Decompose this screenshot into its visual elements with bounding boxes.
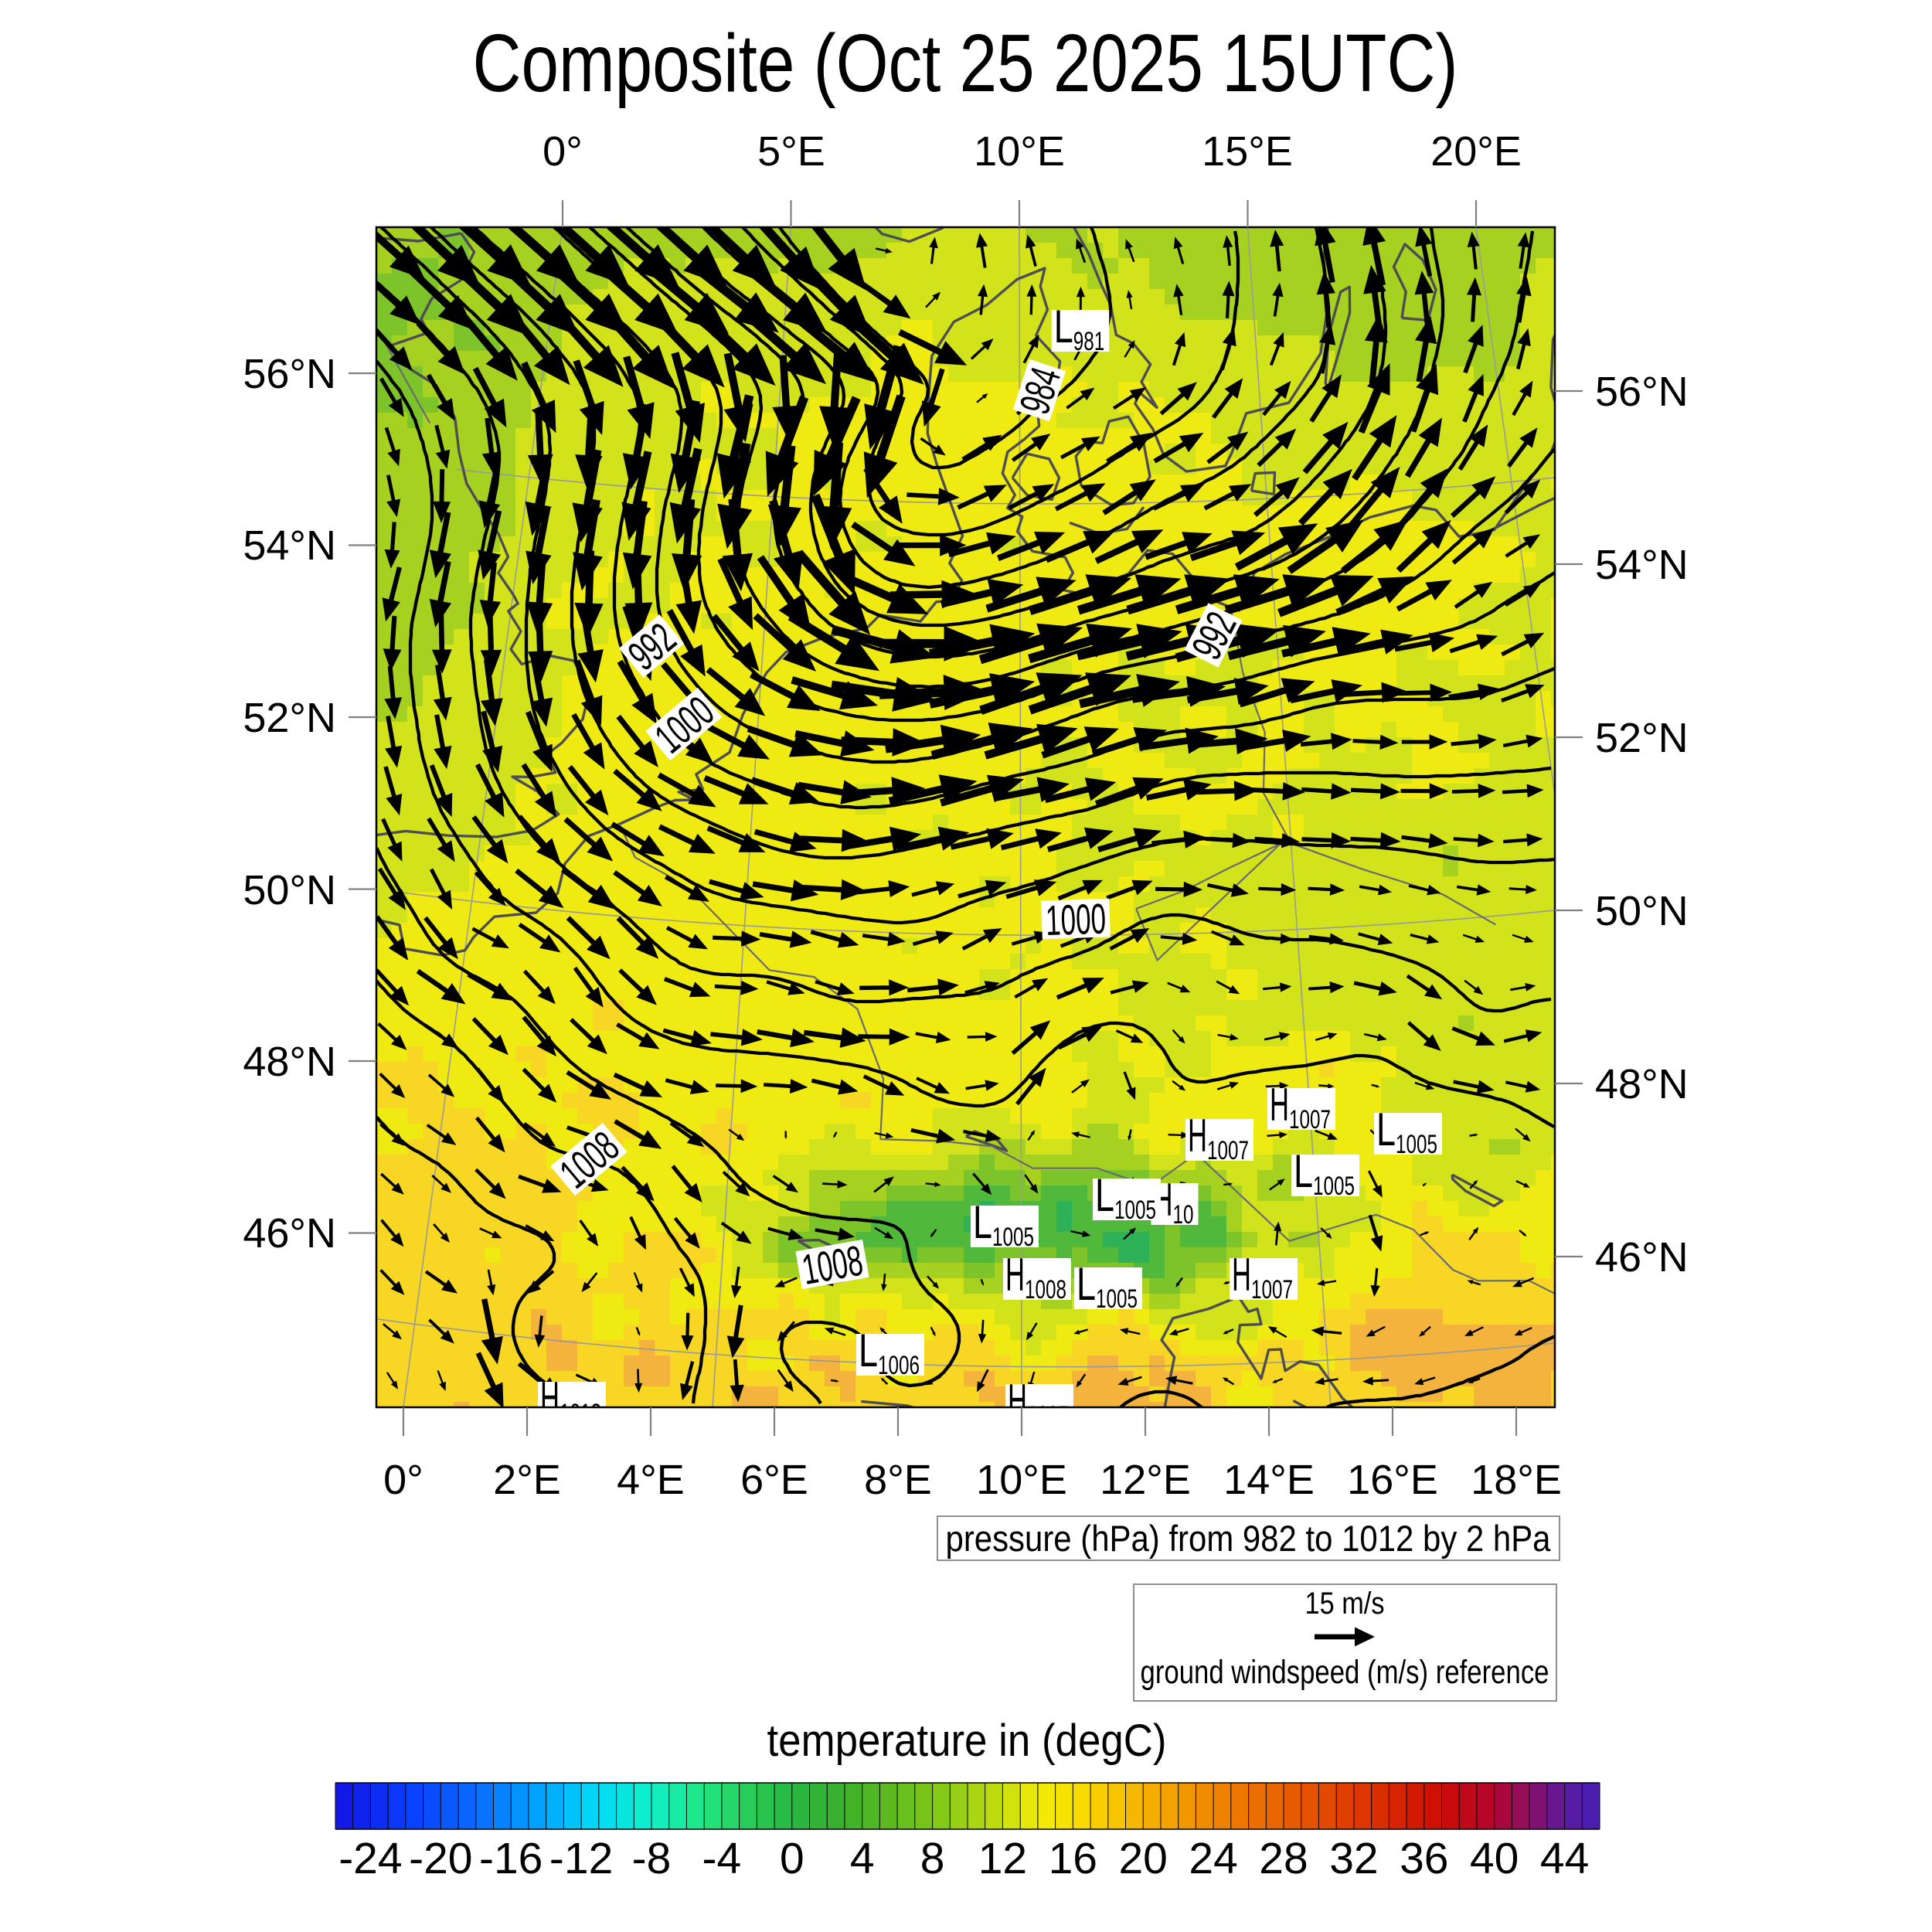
svg-text:981: 981 [1073, 327, 1105, 356]
svg-text:50°N: 50°N [1595, 888, 1689, 934]
svg-text:H: H [1008, 1375, 1027, 1427]
svg-text:10: 10 [1173, 1200, 1194, 1230]
svg-text:1005: 1005 [1114, 1196, 1156, 1225]
svg-text:0°: 0° [383, 1457, 423, 1503]
svg-text:10°E: 10°E [974, 128, 1065, 175]
svg-text:20°E: 20°E [1430, 128, 1522, 175]
svg-text:H: H [1270, 1079, 1289, 1131]
svg-text:20: 20 [1118, 1834, 1167, 1883]
svg-text:46°N: 46°N [1595, 1234, 1689, 1281]
svg-text:L: L [1095, 1169, 1114, 1221]
svg-text:5°E: 5°E [757, 128, 825, 175]
svg-text:1005: 1005 [1096, 1284, 1138, 1314]
svg-text:4: 4 [850, 1834, 875, 1883]
svg-text:40: 40 [1470, 1834, 1519, 1883]
svg-text:4°E: 4°E [617, 1457, 685, 1503]
svg-text:1007: 1007 [1251, 1275, 1293, 1304]
svg-text:15 m/s: 15 m/s [1305, 1587, 1385, 1621]
svg-text:H: H [1188, 1110, 1207, 1162]
svg-text:24: 24 [1189, 1834, 1237, 1883]
svg-text:54°N: 54°N [243, 522, 336, 569]
svg-text:-8: -8 [632, 1834, 672, 1883]
svg-text:-12: -12 [549, 1834, 613, 1883]
svg-text:L: L [973, 1196, 992, 1248]
svg-text:12°E: 12°E [1100, 1457, 1191, 1503]
svg-text:48°N: 48°N [243, 1039, 336, 1085]
svg-text:-20: -20 [409, 1834, 472, 1883]
svg-text:15°E: 15°E [1202, 128, 1293, 175]
svg-text:18°E: 18°E [1471, 1457, 1562, 1503]
svg-text:1006: 1006 [878, 1351, 920, 1380]
svg-text:28: 28 [1259, 1834, 1308, 1883]
svg-text:1005: 1005 [1396, 1130, 1437, 1159]
svg-text:L: L [1054, 301, 1073, 352]
svg-text:10°E: 10°E [976, 1457, 1067, 1503]
svg-text:1007: 1007 [1027, 1401, 1069, 1430]
svg-text:14°E: 14°E [1223, 1457, 1315, 1503]
svg-text:L: L [1376, 1104, 1396, 1155]
svg-text:36: 36 [1400, 1834, 1448, 1883]
svg-text:1007: 1007 [1289, 1105, 1331, 1134]
svg-text:46°N: 46°N [243, 1210, 336, 1257]
svg-text:2°E: 2°E [493, 1457, 561, 1503]
svg-text:H: H [540, 1372, 560, 1424]
svg-text:52°N: 52°N [1595, 715, 1689, 761]
svg-text:8: 8 [920, 1834, 945, 1883]
svg-text:-4: -4 [702, 1834, 742, 1883]
svg-text:54°N: 54°N [1595, 542, 1689, 588]
svg-text:pressure (hPa) from 982 to 101: pressure (hPa) from 982 to 1012 by 2 hPa [946, 1518, 1552, 1559]
svg-text:1008: 1008 [1025, 1275, 1066, 1304]
svg-text:0: 0 [780, 1834, 804, 1883]
svg-text:0°: 0° [543, 128, 583, 175]
svg-text:44: 44 [1540, 1834, 1589, 1883]
svg-text:56°N: 56°N [243, 351, 336, 397]
svg-text:Composite (Oct 25 2025 15UTC): Composite (Oct 25 2025 15UTC) [473, 18, 1458, 109]
svg-text:1012: 1012 [560, 1399, 601, 1428]
svg-text:32: 32 [1329, 1834, 1378, 1883]
svg-text:1007: 1007 [1207, 1136, 1249, 1165]
svg-text:L: L [859, 1325, 878, 1376]
svg-text:ground windspeed (m/s) referen: ground windspeed (m/s) reference [1141, 1654, 1549, 1691]
svg-text:48°N: 48°N [1595, 1061, 1689, 1107]
svg-text:1000: 1000 [1045, 894, 1107, 944]
svg-text:8°E: 8°E [864, 1457, 932, 1503]
svg-text:16°E: 16°E [1347, 1457, 1438, 1503]
svg-text:52°N: 52°N [243, 695, 336, 741]
svg-text:1005: 1005 [1313, 1172, 1355, 1201]
svg-text:6°E: 6°E [740, 1457, 808, 1503]
svg-text:1008: 1008 [798, 1236, 866, 1294]
svg-text:1005: 1005 [992, 1223, 1034, 1252]
svg-text:-24: -24 [338, 1834, 402, 1883]
svg-text:16: 16 [1049, 1834, 1097, 1883]
svg-text:L: L [1077, 1258, 1096, 1310]
svg-text:56°N: 56°N [1595, 369, 1689, 415]
svg-text:H: H [1232, 1249, 1251, 1301]
svg-text:12: 12 [978, 1834, 1027, 1883]
svg-text:50°N: 50°N [243, 867, 336, 913]
svg-text:-16: -16 [479, 1834, 543, 1883]
svg-text:H: H [1005, 1249, 1025, 1301]
svg-text:temperature in (degC): temperature in (degC) [767, 1716, 1167, 1766]
svg-text:L: L [1294, 1145, 1313, 1197]
